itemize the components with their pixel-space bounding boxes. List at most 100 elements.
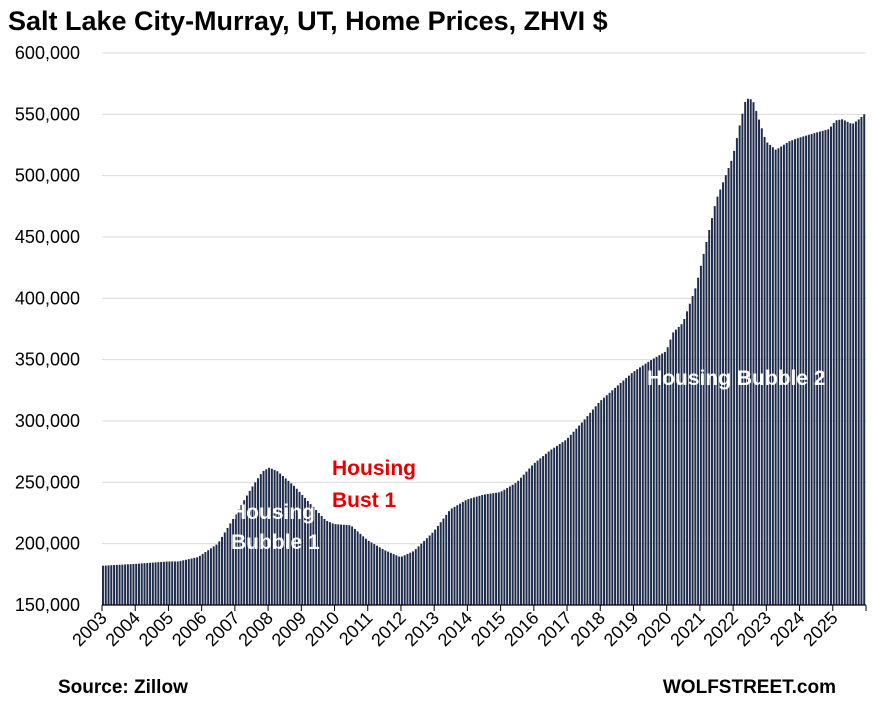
bar — [232, 518, 235, 605]
bar — [436, 525, 439, 605]
bar — [146, 562, 149, 605]
bar — [448, 511, 450, 605]
bar — [677, 326, 680, 605]
bar — [442, 518, 445, 605]
y-tick-label: 150,000 — [15, 595, 80, 615]
bar — [165, 561, 168, 605]
bar — [791, 140, 794, 605]
bar — [240, 504, 243, 605]
y-tick-label: 400,000 — [15, 288, 80, 308]
bar — [794, 139, 796, 606]
bar — [384, 550, 387, 605]
bar — [403, 555, 406, 605]
bar — [135, 563, 138, 605]
chart-title: Salt Lake City-Murray, UT, Home Prices, … — [8, 6, 608, 36]
bar — [508, 486, 511, 605]
bar — [564, 440, 567, 605]
bar — [630, 373, 633, 605]
bar — [287, 480, 290, 605]
x-tick-label: 2017 — [533, 608, 575, 650]
bar — [259, 474, 262, 605]
bar — [724, 175, 727, 605]
bar — [126, 564, 129, 605]
bar — [497, 492, 500, 605]
bar — [268, 467, 271, 605]
bar — [555, 445, 558, 605]
y-tick-label: 300,000 — [15, 411, 80, 431]
y-tick-label: 500,000 — [15, 166, 80, 186]
bar — [495, 492, 498, 605]
bar — [478, 495, 481, 605]
bar — [722, 182, 725, 605]
bar — [306, 501, 309, 605]
bar — [162, 561, 165, 605]
x-tick-label: 2015 — [467, 608, 509, 650]
bar — [185, 559, 188, 605]
bar — [176, 561, 179, 605]
bar — [614, 387, 617, 605]
annotation-bust1-line1: Housing — [332, 457, 416, 480]
x-tick-label: 2020 — [633, 608, 675, 650]
bar — [788, 141, 791, 605]
bar — [414, 549, 417, 605]
bar — [450, 508, 453, 605]
bar — [342, 524, 345, 605]
bar — [359, 533, 362, 605]
bar — [708, 230, 711, 605]
bar — [102, 565, 104, 605]
bar — [686, 311, 689, 605]
bar — [279, 473, 282, 605]
bar — [373, 544, 376, 605]
bar — [317, 512, 320, 605]
bar — [157, 562, 160, 605]
bar — [137, 563, 140, 605]
bar — [796, 138, 799, 605]
x-tick-label: 2009 — [268, 608, 310, 650]
bar — [293, 485, 295, 605]
bar — [675, 329, 677, 605]
bar — [492, 493, 495, 605]
bar — [647, 361, 650, 605]
bar — [777, 148, 780, 606]
bar — [475, 496, 478, 605]
x-tick-label: 2018 — [567, 608, 609, 650]
bar — [846, 121, 849, 605]
bar — [295, 488, 298, 605]
bar — [719, 189, 722, 605]
bar — [533, 462, 536, 605]
bar — [312, 507, 315, 605]
bar — [680, 324, 683, 605]
bar — [345, 524, 348, 605]
bar — [171, 561, 174, 605]
bar — [392, 554, 395, 605]
bar — [168, 561, 171, 605]
bar — [544, 453, 547, 605]
bar — [209, 548, 212, 605]
bar — [110, 565, 113, 605]
bar — [807, 134, 810, 605]
bar — [835, 120, 838, 605]
bar — [594, 406, 597, 605]
bar — [799, 137, 802, 606]
bar — [733, 150, 736, 605]
bar — [849, 123, 852, 605]
bar — [381, 548, 384, 605]
bar — [173, 561, 176, 605]
bar — [107, 565, 110, 605]
bar — [340, 524, 343, 605]
bar — [600, 400, 603, 605]
bar — [810, 133, 813, 605]
bar — [301, 494, 304, 605]
bar — [636, 369, 639, 605]
bar — [517, 480, 520, 605]
x-tick-label: 2004 — [102, 608, 144, 650]
bar — [140, 563, 143, 605]
bar — [428, 535, 431, 605]
bar — [151, 562, 154, 605]
x-tick-label: 2022 — [699, 608, 741, 650]
bar — [400, 556, 403, 605]
bar — [472, 497, 475, 605]
bar — [154, 562, 157, 605]
bar — [774, 149, 777, 606]
bar — [616, 385, 619, 605]
